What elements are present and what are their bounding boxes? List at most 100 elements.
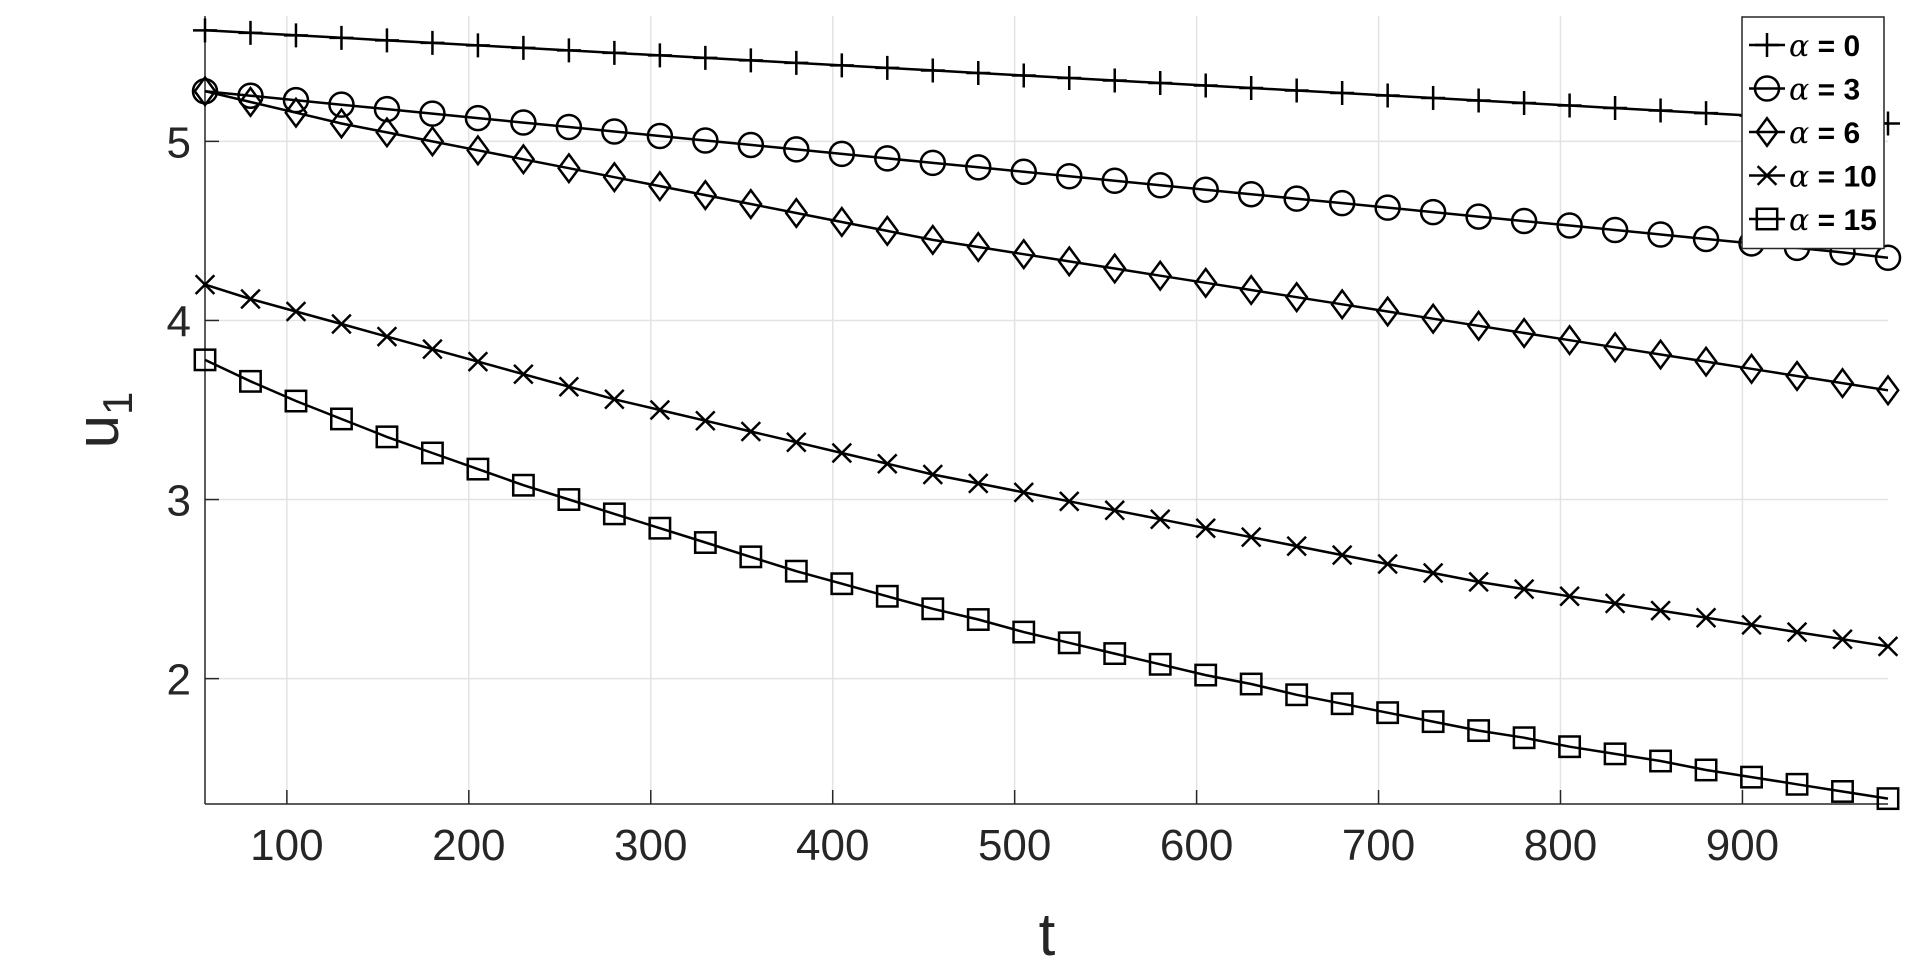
- series-line: [204, 89, 1889, 260]
- data-point-cross: [1695, 607, 1717, 628]
- legend-entry: α = 10: [1749, 160, 1877, 195]
- data-point-cross: [1195, 517, 1216, 539]
- data-point-cross: [1513, 578, 1535, 600]
- data-point-circle: [783, 136, 810, 163]
- series-line: [204, 358, 1889, 800]
- data-point-cross: [831, 442, 853, 464]
- data-point-circle: [601, 118, 628, 145]
- data-point-square: [466, 457, 490, 481]
- data-point-plus: [1193, 73, 1218, 98]
- data-point-plus: [1284, 78, 1309, 103]
- legend-marker-diamond: [1755, 116, 1779, 148]
- data-point-plus: [193, 18, 217, 43]
- data-point-square: [1785, 772, 1809, 796]
- data-point-cross: [1650, 600, 1671, 621]
- series-line: [204, 29, 1889, 125]
- data-point-circle: [510, 109, 537, 136]
- data-point-diamond: [1284, 281, 1309, 314]
- data-point-diamond: [602, 161, 627, 194]
- data-point-square: [1421, 710, 1445, 734]
- data-point-plus: [1102, 68, 1127, 93]
- data-point-diamond: [1148, 259, 1172, 292]
- data-point-cross: [422, 338, 443, 360]
- data-point-square: [1194, 663, 1218, 687]
- data-point-square: [602, 502, 626, 526]
- data-point-circle: [1692, 225, 1720, 253]
- x-tick-label: 100: [250, 821, 323, 870]
- data-point-diamond: [329, 107, 354, 140]
- data-point-diamond: [966, 231, 991, 263]
- data-point-circle: [1419, 198, 1447, 226]
- data-point-cross: [1058, 491, 1080, 512]
- data-point-circle: [874, 145, 901, 172]
- data-point-diamond: [1102, 252, 1127, 285]
- data-point-diamond: [193, 75, 217, 108]
- data-point-cross: [1559, 586, 1580, 607]
- data-point-plus: [1694, 101, 1719, 126]
- data-point-circle: [737, 131, 765, 159]
- data-point-circle: [555, 113, 583, 141]
- data-point-diamond: [1876, 374, 1900, 407]
- x-axis-label: t: [1039, 901, 1056, 964]
- data-point-circle: [1010, 158, 1038, 186]
- data-point-plus: [647, 43, 672, 68]
- data-point-circle: [1510, 207, 1538, 235]
- legend-label: α = 15: [1789, 203, 1877, 238]
- data-point-diamond: [648, 170, 672, 203]
- data-point-diamond: [1739, 352, 1764, 385]
- data-point-cross: [1149, 509, 1171, 530]
- data-point-diamond: [1193, 266, 1218, 299]
- data-point-square: [557, 488, 581, 511]
- data-point-diamond: [238, 86, 263, 118]
- data-point-cross: [1741, 614, 1762, 636]
- data-point-square: [875, 584, 899, 608]
- legend-symbol: α: [1789, 203, 1809, 238]
- legend-label: α = 0: [1789, 29, 1860, 64]
- data-point-square: [921, 597, 945, 621]
- data-point-plus: [920, 58, 945, 83]
- data-point-circle: [1055, 163, 1083, 190]
- data-point-cross: [558, 376, 580, 397]
- data-point-square: [830, 572, 854, 596]
- data-point-diamond: [1375, 295, 1400, 328]
- data-point-plus: [1648, 98, 1673, 123]
- legend-label: α = 3: [1789, 73, 1860, 108]
- legend-entry: α = 3: [1749, 73, 1860, 108]
- data-point-square: [1148, 652, 1172, 676]
- data-point-circle: [464, 104, 492, 132]
- data-point-circle: [1146, 171, 1174, 199]
- data-point-cross: [1604, 593, 1626, 614]
- data-point-cross: [240, 288, 261, 310]
- data-point-square: [1012, 620, 1036, 644]
- data-point-square: [511, 473, 535, 497]
- data-point-circle: [373, 95, 401, 123]
- x-tick-label: 300: [614, 821, 687, 870]
- data-point-diamond: [1648, 338, 1673, 371]
- data-point-diamond: [1830, 367, 1855, 400]
- data-point-plus: [1421, 86, 1446, 111]
- data-point-cross: [1468, 571, 1489, 593]
- data-point-plus: [420, 30, 445, 55]
- data-point-square: [330, 407, 353, 431]
- data-point-plus: [693, 45, 718, 70]
- data-point-plus: [374, 28, 399, 53]
- data-point-cross: [877, 453, 898, 474]
- data-point-square: [648, 516, 672, 540]
- series-square: [193, 348, 1900, 811]
- data-point-diamond: [284, 96, 308, 129]
- data-point-diamond: [557, 152, 581, 185]
- data-point-diamond: [1330, 288, 1354, 321]
- legend-symbol: α: [1789, 160, 1809, 195]
- legend-marker-cross: [1756, 165, 1778, 186]
- data-point-square: [1103, 642, 1127, 666]
- y-axis-label-group: u1: [64, 392, 141, 449]
- data-point-square: [1649, 749, 1673, 773]
- data-point-circle: [919, 149, 947, 177]
- data-point-cross: [649, 399, 671, 421]
- data-point-plus: [1011, 63, 1036, 88]
- data-point-diamond: [1512, 317, 1536, 349]
- data-point-circle: [328, 91, 355, 118]
- data-point-square: [1876, 787, 1900, 811]
- data-point-square: [966, 608, 990, 631]
- y-tick-label: 4: [167, 297, 191, 346]
